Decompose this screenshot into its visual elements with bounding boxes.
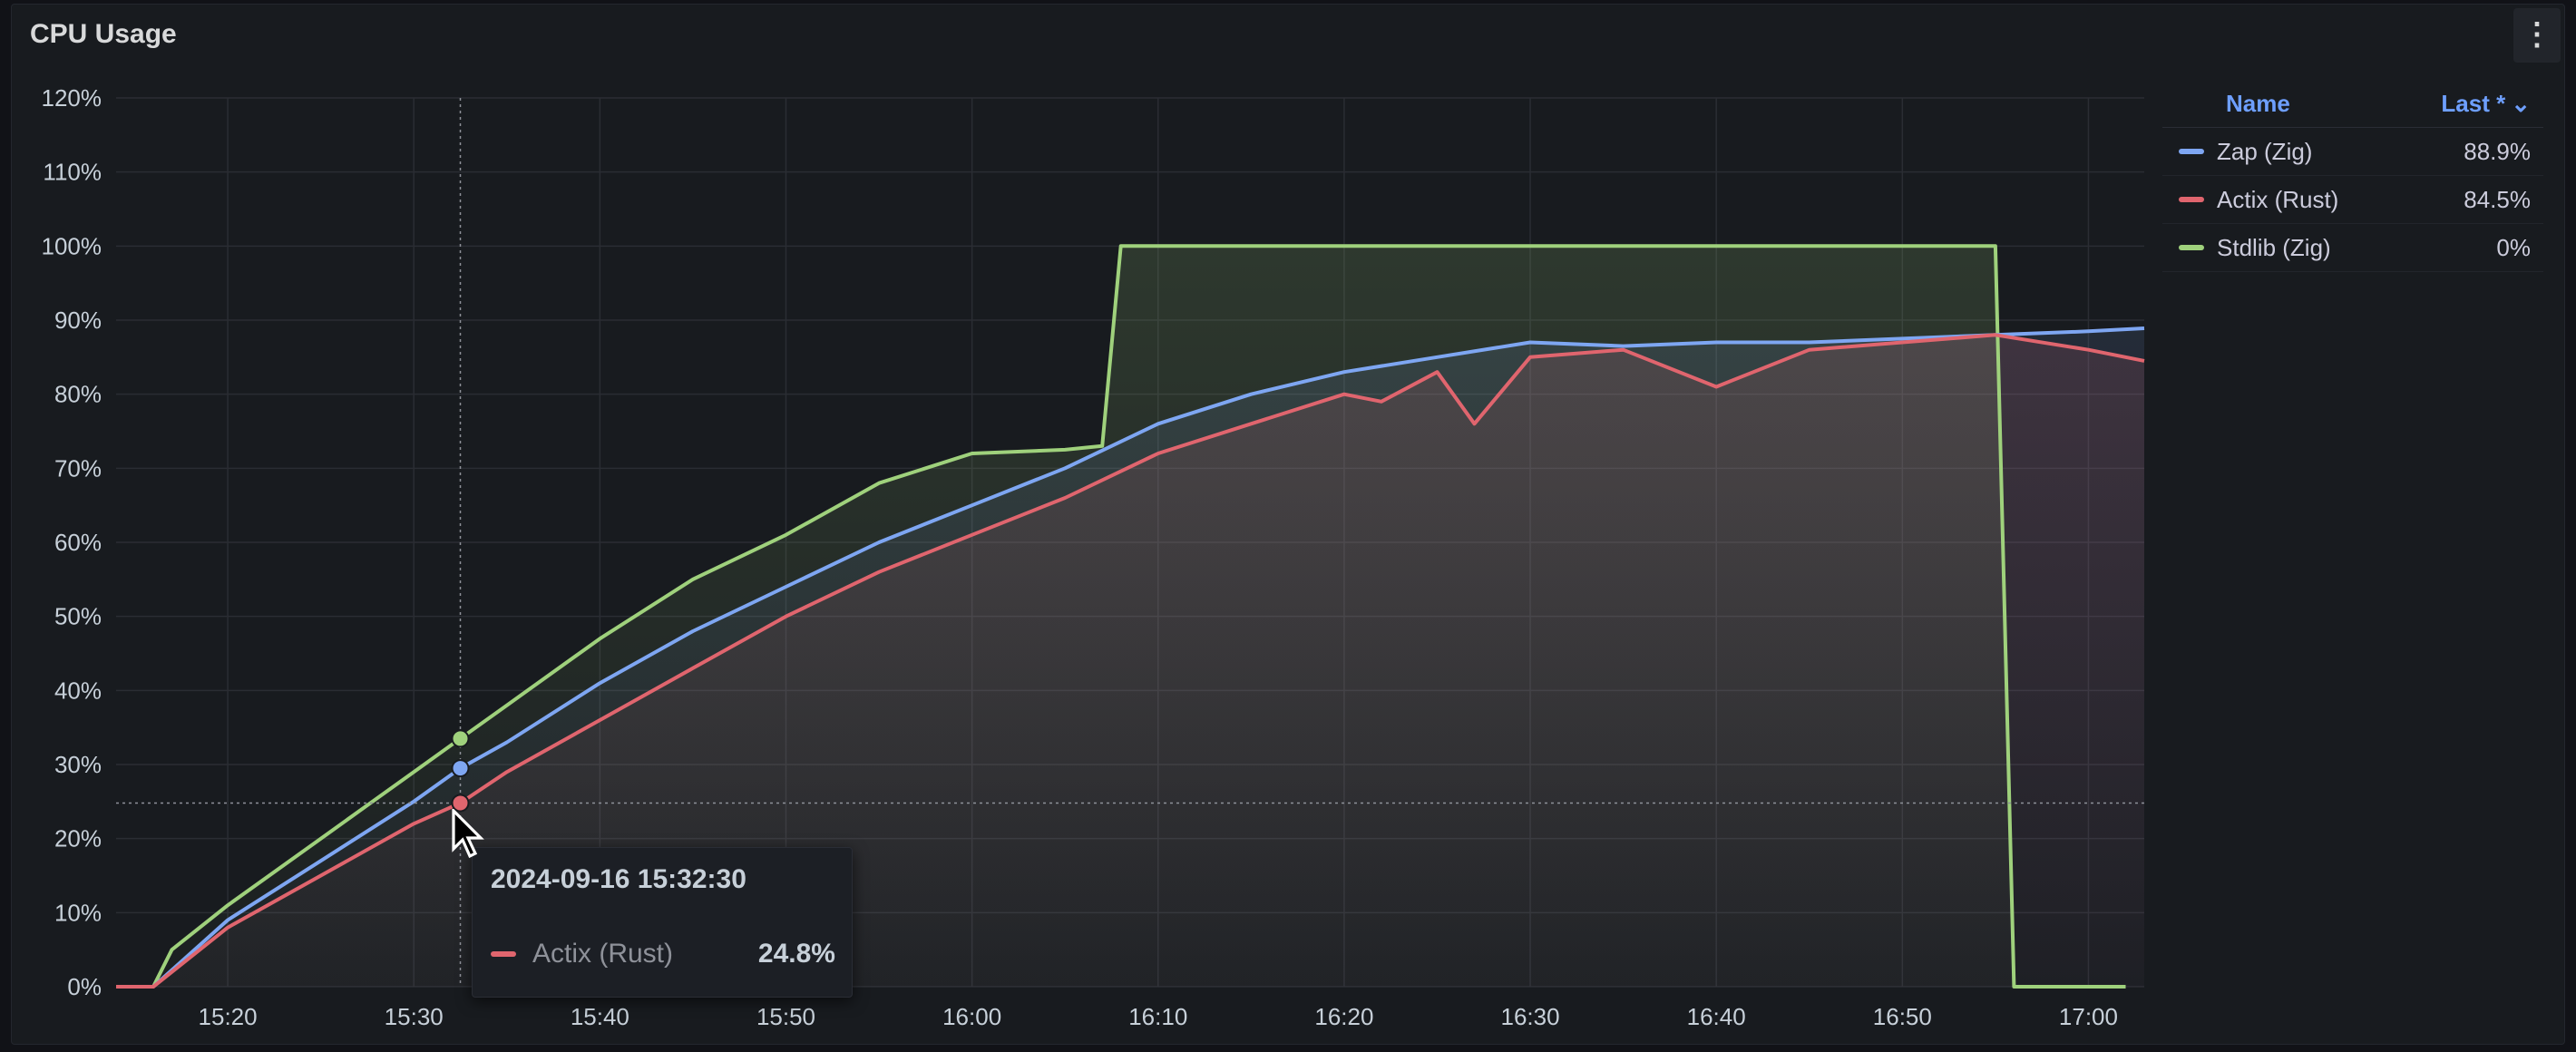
y-tick-label: 90% — [54, 307, 102, 334]
tooltip-series-swatch — [491, 951, 516, 957]
series-line — [116, 333, 2145, 989]
y-tick-label: 80% — [54, 381, 102, 408]
x-tick-label: 15:50 — [756, 1003, 815, 1030]
y-tick-label: 60% — [54, 529, 102, 556]
series-area — [116, 335, 2144, 987]
legend-item-name: Actix (Rust) — [2162, 186, 2338, 214]
y-tick-label: 120% — [42, 84, 102, 112]
legend-item[interactable]: Actix (Rust) 84.5% — [2162, 176, 2543, 224]
x-tick-label: 16:20 — [1314, 1003, 1373, 1030]
legend-item-label: Zap (Zig) — [2217, 137, 2313, 165]
x-tick-label: 16:10 — [1128, 1003, 1187, 1030]
x-tick-label: 16:40 — [1687, 1003, 1746, 1030]
legend-swatch — [2179, 245, 2204, 250]
crosshair — [116, 98, 2144, 987]
legend-item-label: Stdlib (Zig) — [2217, 233, 2331, 261]
chevron-down-icon: ⌄ — [2511, 89, 2531, 117]
y-tick-label: 0% — [67, 973, 102, 1000]
tooltip-row: Actix (Rust) 24.8% — [491, 939, 835, 969]
x-tick-label: 16:50 — [1873, 1003, 1932, 1030]
hover-point — [451, 729, 470, 748]
legend-item[interactable]: Zap (Zig) 88.9% — [2162, 128, 2543, 176]
y-axis: 0% 10% 20% 30% 40% 50% 60% 70% 80% 90% 100% 110% 120… — [42, 84, 102, 1000]
hover-tooltip: 2024-09-16 15:32:30 Actix (Rust) 24.8% — [472, 847, 853, 998]
hover-point — [451, 759, 470, 778]
cpu-usage-chart[interactable]: 0% 10% 20% 30% 40% 50% 60% 70% 80% 90% 100% 110% 120… — [0, 0, 2162, 1052]
y-tick-label: 30% — [54, 751, 102, 778]
legend-item-name: Stdlib (Zig) — [2162, 234, 2331, 262]
kebab-vertical-icon[interactable]: ⋮ — [2513, 8, 2561, 63]
series-areas — [116, 246, 2144, 987]
y-tick-label: 50% — [54, 603, 102, 630]
tooltip-series-value: 24.8% — [757, 939, 835, 969]
x-tick-label: 17:00 — [2059, 1003, 2118, 1030]
legend-item-name: Zap (Zig) — [2162, 138, 2312, 166]
y-tick-label: 20% — [54, 825, 102, 852]
x-tick-label: 15:30 — [385, 1003, 444, 1030]
x-tick-label: 15:20 — [199, 1003, 258, 1030]
y-tick-label: 70% — [54, 454, 102, 482]
legend-item-last: 84.5% — [2464, 185, 2531, 213]
hover-point — [451, 794, 470, 813]
panel-title: CPU Usage — [30, 19, 177, 49]
legend-item-last: 88.9% — [2464, 137, 2531, 165]
tooltip-series-name: Actix (Rust) — [532, 939, 674, 969]
legend-item-last: 0% — [2496, 233, 2531, 261]
tooltip-time: 2024-09-16 15:32:30 — [491, 864, 746, 894]
series-line — [116, 244, 2126, 989]
legend-header: Name Last * ⌄ — [2162, 80, 2543, 128]
y-tick-label: 40% — [54, 677, 102, 704]
legend-header-last[interactable]: Last * ⌄ — [2441, 90, 2543, 118]
legend-swatch — [2179, 149, 2204, 154]
x-tick-label: 16:30 — [1501, 1003, 1560, 1030]
legend-header-last-label: Last * — [2441, 89, 2506, 117]
legend-item[interactable]: Stdlib (Zig) 0% — [2162, 224, 2543, 272]
y-tick-label: 10% — [54, 899, 102, 926]
legend-item-label: Actix (Rust) — [2217, 185, 2339, 213]
legend: Name Last * ⌄ Zap (Zig) 88.9% Actix (Rust)… — [2162, 80, 2543, 272]
x-tick-label: 16:00 — [942, 1003, 1001, 1030]
mouse-pointer-icon — [452, 809, 484, 859]
x-axis: 15:20 15:30 15:40 15:50 16:00 16:10 16:20 16:30… — [199, 1003, 2118, 1030]
y-tick-label: 100% — [42, 232, 102, 259]
legend-header-name[interactable]: Name — [2226, 89, 2290, 117]
x-tick-label: 15:40 — [571, 1003, 629, 1030]
legend-swatch — [2179, 197, 2204, 202]
series-lines — [116, 244, 2145, 989]
series-line — [116, 326, 2145, 989]
y-tick-label: 110% — [43, 159, 102, 186]
